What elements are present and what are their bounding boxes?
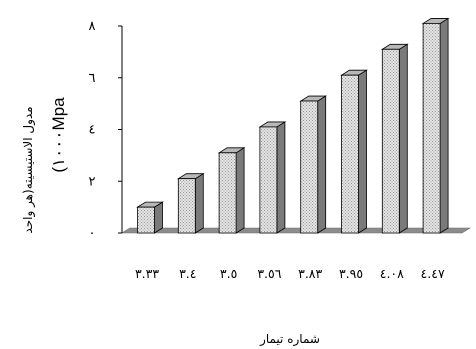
x-tick-label: ۳.۹٥: [339, 266, 363, 281]
bar: [258, 121, 287, 234]
x-tick-label: ۳.٥: [220, 266, 237, 281]
bars-layer: [136, 17, 450, 234]
x-axis-title: شماره تیمار: [259, 332, 320, 347]
bar: [380, 43, 409, 234]
x-tick-label: ۳.۳۳: [135, 266, 159, 281]
bar-side-face: [398, 43, 408, 234]
bar: [299, 95, 328, 234]
bar-side-face: [439, 17, 449, 234]
y-axis-unit: (۱۰۰۰Mpa: [49, 97, 68, 173]
bar-front-face: [381, 48, 400, 234]
bar-front-face: [137, 206, 155, 234]
bar-side-face: [317, 95, 327, 234]
bar-front-face: [300, 100, 319, 234]
x-tick-label: ٤.۰۸: [380, 266, 404, 281]
chart-floor-layer: [120, 227, 472, 234]
bar-side-face: [276, 121, 286, 234]
x-tick-labels: ۳.۳۳ ۳.٤ ۳.٥ ۳.٥٦ ۳.۸۳ ۳.۹٥ ٤.۰۸ ٤.٤۷: [135, 266, 445, 281]
bar-side-face: [358, 69, 367, 234]
x-tick-label: ٤.٤۷: [421, 266, 445, 281]
y-axis: [118, 25, 123, 234]
bar-front-face: [218, 152, 237, 234]
bar-side-face: [235, 147, 245, 234]
bar: [176, 172, 205, 234]
bar-front-face: [422, 23, 441, 234]
y-tick-labels: ۰ ۲ ٤ ٦ ۸: [89, 19, 96, 241]
y-tick-label: ٤: [89, 123, 96, 138]
bar: [340, 69, 368, 234]
bar: [136, 201, 164, 234]
y-axis-title: مدول الاستیسیته(هر واحد: [21, 106, 36, 233]
y-tick-label: ۰: [89, 226, 96, 241]
y-tick-label: ۲: [89, 174, 96, 189]
bar-side-face: [194, 172, 204, 234]
y-tick-label: ٦: [89, 71, 96, 86]
x-tick-label: ۳.٤: [179, 266, 196, 281]
bar-front-face: [177, 178, 196, 234]
bar: [217, 147, 246, 234]
bar: [421, 17, 450, 234]
x-tick-label: ۳.۸۳: [298, 266, 322, 281]
bar-front-face: [341, 74, 359, 234]
y-tick-label: ۸: [89, 19, 96, 34]
chart-floor: [120, 227, 472, 234]
x-tick-label: ۳.٥٦: [257, 266, 281, 281]
bar-front-face: [259, 126, 278, 234]
